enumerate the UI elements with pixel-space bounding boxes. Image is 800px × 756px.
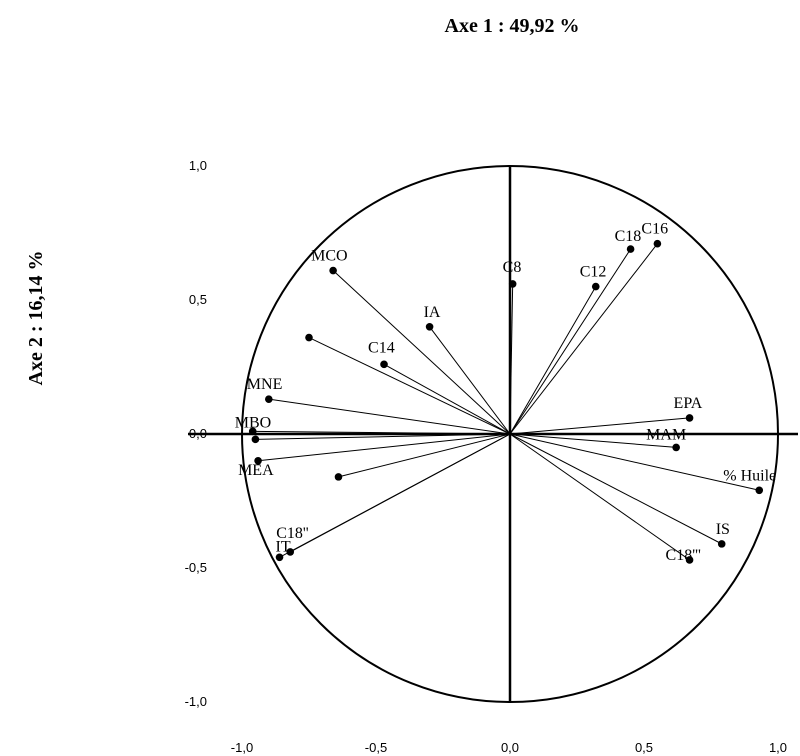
- y-tick-label: 1,0: [189, 158, 207, 173]
- point-label: C18'': [276, 525, 309, 542]
- data-point: [626, 245, 635, 253]
- vector-line: [383, 363, 511, 435]
- point-label: MEA: [238, 462, 274, 479]
- vector-line: [258, 433, 511, 462]
- data-point: [755, 486, 764, 495]
- y-tick-label: 0,5: [189, 292, 207, 307]
- vector-line: [509, 417, 690, 435]
- x-tick-label: -1,0: [231, 740, 253, 755]
- variable-vectors: [252, 243, 760, 561]
- data-point: [248, 427, 257, 436]
- data-point: [265, 395, 273, 403]
- y-axis-title: Axe 2 : 16,14 %: [25, 251, 47, 386]
- x-tick-label: -0,5: [365, 740, 387, 755]
- data-point: [508, 280, 517, 288]
- point-label: C8: [503, 259, 522, 276]
- tick-labels: -1,0 -0,5 0,0 0,5 1,0 1,0 0,5 0,0 -0,5 -1,0: [185, 158, 787, 755]
- variable-labels: MCO IA C14 MNE MBO MEA C18''IT C8 C12 C18 C16 EPA MA…: [235, 221, 776, 564]
- vector-line: [509, 283, 514, 435]
- data-point: [653, 239, 662, 248]
- vector-line: [509, 433, 677, 448]
- x-axis-title: Axe 1 : 49,92 %: [445, 15, 580, 37]
- vector-line: [268, 398, 511, 435]
- x-tick-label: 0,0: [501, 740, 519, 755]
- vector-line: [332, 270, 511, 435]
- data-point: [254, 457, 262, 465]
- vector-line: [279, 433, 511, 558]
- vector-line: [509, 243, 658, 435]
- point-label: IS: [716, 521, 730, 538]
- data-point: [717, 540, 726, 548]
- y-tick-label: -0,5: [185, 560, 207, 575]
- vector-line: [509, 433, 760, 491]
- data-point: [286, 548, 295, 556]
- data-point: [425, 323, 434, 331]
- data-point: [305, 333, 313, 342]
- data-point: [685, 556, 694, 564]
- vector-line: [509, 286, 597, 435]
- data-point: [251, 435, 260, 444]
- point-label: IT: [276, 538, 291, 555]
- variable-points: [248, 239, 764, 564]
- x-tick-label: 1,0: [769, 740, 787, 755]
- data-point: [275, 553, 284, 562]
- data-point: [334, 473, 343, 481]
- point-label: C18: [615, 228, 642, 245]
- vector-line: [509, 433, 722, 545]
- data-point: [380, 360, 388, 369]
- data-point: [591, 282, 600, 291]
- point-label: MAM: [646, 426, 686, 443]
- vector-line: [308, 337, 511, 435]
- point-label: C16: [641, 221, 668, 238]
- vector-line: [338, 433, 511, 478]
- x-tick-label: 0,5: [635, 740, 653, 755]
- point-label: C12: [580, 264, 607, 281]
- point-label: MBO: [235, 414, 271, 431]
- data-point: [329, 266, 337, 275]
- vector-line: [429, 326, 511, 435]
- data-point: [685, 414, 694, 422]
- point-label: C14: [368, 339, 395, 356]
- vector-line: [509, 433, 690, 561]
- vector-line: [252, 430, 511, 435]
- vector-line: [255, 433, 511, 440]
- point-label: MNE: [247, 376, 283, 393]
- point-label: EPA: [674, 395, 703, 412]
- point-label: MCO: [311, 248, 347, 265]
- y-tick-label: -1,0: [185, 694, 207, 709]
- vector-line: [509, 248, 632, 435]
- point-label: IA: [424, 304, 441, 321]
- point-label: C18''': [666, 547, 701, 564]
- y-tick-label: 0,0: [189, 426, 207, 441]
- data-point: [672, 443, 680, 452]
- point-label: % Huile: [723, 467, 776, 484]
